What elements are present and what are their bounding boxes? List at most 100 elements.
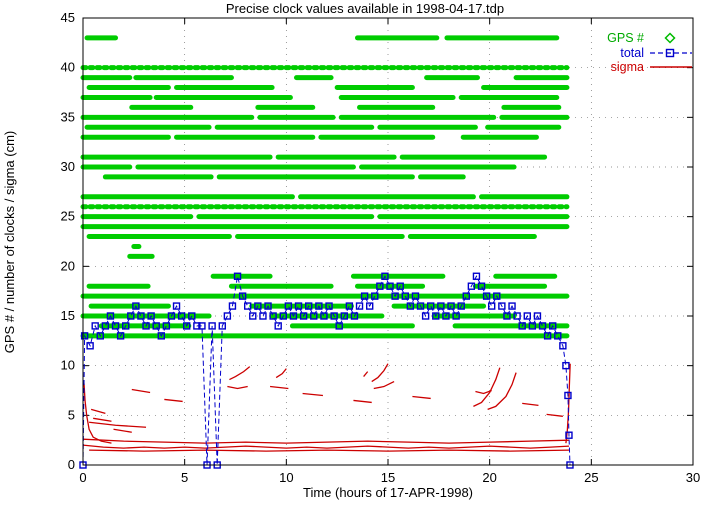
gps-diamond-marker-icon <box>664 32 676 44</box>
sigma-segment <box>227 385 248 390</box>
total-marker <box>381 272 389 280</box>
x-tick-label: 0 <box>79 470 86 485</box>
total-marker <box>177 312 186 320</box>
total-marker <box>218 322 226 330</box>
total-marker <box>147 312 155 320</box>
total-marker <box>182 322 191 330</box>
y-tick-label: 10 <box>61 358 75 373</box>
sigma-segment <box>522 402 539 407</box>
total-marker <box>549 322 557 330</box>
total-marker <box>462 292 470 300</box>
total-marker <box>325 302 333 310</box>
total-marker <box>562 361 570 370</box>
sigma-segment <box>93 417 112 422</box>
total-marker <box>121 322 130 330</box>
total-marker <box>243 302 252 310</box>
y-tick-label: 5 <box>68 407 75 422</box>
total-marker <box>447 302 455 310</box>
total-marker <box>411 292 420 300</box>
total-marker <box>432 312 440 320</box>
total-marker <box>442 312 450 320</box>
total-marker <box>482 292 491 300</box>
y-tick-label: 20 <box>61 258 75 273</box>
y-tick-label: 0 <box>68 457 75 472</box>
sigma-segment <box>113 428 132 433</box>
sigma-segment <box>546 413 563 417</box>
y-axis-label: GPS # / number of clocks / sigma (cm) <box>2 131 17 354</box>
total-marker <box>142 322 150 330</box>
total-marker <box>386 282 394 290</box>
total-marker <box>96 332 104 340</box>
sigma-segment <box>473 367 501 407</box>
total-marker <box>416 302 425 310</box>
sigma-segment <box>275 368 287 379</box>
total-marker <box>233 272 242 280</box>
total-marker <box>132 302 140 310</box>
sigma-segment <box>373 380 395 390</box>
x-tick-label: 15 <box>381 470 395 485</box>
total-marker <box>421 312 430 320</box>
total-marker <box>284 302 293 310</box>
total-marker <box>116 332 125 340</box>
total-marker <box>498 302 506 310</box>
total-marker <box>340 312 348 320</box>
total-marker <box>457 302 465 310</box>
total-marker <box>228 302 237 310</box>
total-marker <box>345 302 354 310</box>
total-square-marker-icon <box>665 48 675 58</box>
total-marker <box>80 332 89 340</box>
total-marker <box>127 312 135 320</box>
y-tick-label: 30 <box>61 159 75 174</box>
total-marker <box>528 322 537 330</box>
sigma-segment <box>363 371 369 378</box>
y-tick-label: 25 <box>61 209 75 224</box>
total-marker <box>391 292 399 300</box>
total-marker <box>193 322 201 330</box>
sigma-segment <box>229 366 251 381</box>
total-marker <box>188 312 196 320</box>
total-marker <box>564 391 572 400</box>
total-marker <box>223 312 232 320</box>
plot-area: 0 5 10 15 20 25 30 0 5 10 15 20 25 30 35 40 45 <box>61 10 701 485</box>
chart-title: Precise clock values available in 1998-0… <box>226 1 504 16</box>
total-marker <box>238 292 247 300</box>
total-marker <box>401 292 409 300</box>
total-marker <box>518 322 526 330</box>
legend-label-sigma: sigma <box>611 60 644 74</box>
total-marker <box>264 302 272 310</box>
total-marker <box>493 292 501 300</box>
total-marker <box>172 302 181 310</box>
total-marker <box>452 312 460 320</box>
total-marker <box>91 322 99 330</box>
total-marker <box>513 312 521 320</box>
sigma-segment <box>412 395 431 400</box>
total-marker <box>376 282 384 290</box>
sigma-segment <box>353 399 372 404</box>
sigma-segment <box>89 449 569 452</box>
sigma-segment <box>90 408 106 414</box>
sigma-segment <box>475 389 492 395</box>
total-marker <box>274 322 282 330</box>
y-tick-label: 40 <box>61 60 75 75</box>
sigma-segment <box>83 383 112 444</box>
total-marker <box>254 302 262 310</box>
sigma-segment <box>131 388 151 394</box>
x-tick-label: 20 <box>482 470 496 485</box>
x-tick-label: 25 <box>584 470 598 485</box>
sigma-segment <box>487 372 517 410</box>
total-marker <box>565 431 573 439</box>
total-marker <box>86 342 94 350</box>
total-marker <box>406 302 415 310</box>
sigma-segment <box>89 421 147 428</box>
total-marker <box>472 272 481 280</box>
total-marker <box>360 292 369 300</box>
total-marker <box>310 312 318 320</box>
total-marker <box>152 322 160 330</box>
total-marker <box>427 302 435 310</box>
total-marker <box>477 282 486 290</box>
total-marker <box>101 322 110 330</box>
total-marker <box>269 312 277 320</box>
